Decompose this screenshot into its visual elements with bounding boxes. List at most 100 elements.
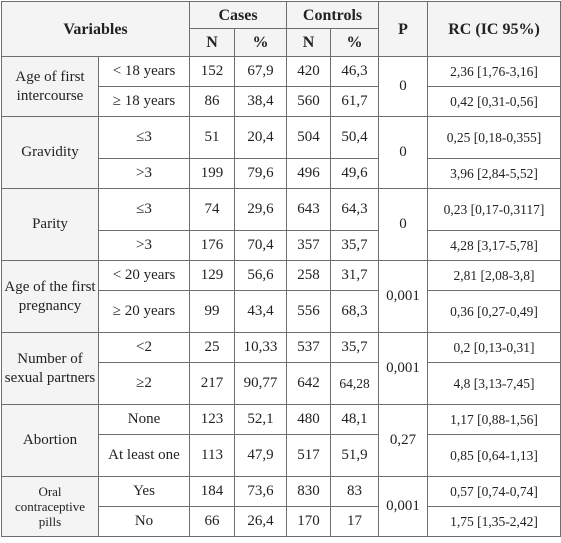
controls-n-cell: 556 [286, 290, 332, 333]
table-row: Parity ≤3 74 29,6 643 64,3 0 0,23 [0,17-… [1, 188, 561, 261]
cases-pct-cell: 70,4 [233, 230, 288, 261]
controls-pct-header: % [330, 28, 380, 57]
controls-n-cell: 517 [286, 434, 332, 477]
controls-n-cell: 830 [286, 476, 332, 507]
controls-pct-cell: 17 [330, 506, 380, 537]
controls-pct-cell: 51,9 [330, 434, 380, 477]
controls-n-cell: 496 [286, 158, 332, 189]
p-value-cell: 0,001 [378, 332, 429, 405]
level-cell: <2 [98, 332, 190, 363]
cases-pct-cell: 26,4 [233, 506, 288, 537]
p-value-cell: 0 [378, 116, 429, 189]
cases-n-cell: 86 [189, 86, 235, 117]
controls-n-cell: 357 [286, 230, 332, 261]
cases-n-cell: 113 [189, 434, 235, 477]
cases-pct-header: % [233, 28, 288, 57]
level-cell: < 18 years [98, 56, 190, 87]
p-value-cell: 0 [378, 56, 429, 117]
variable-label: Age of first intercourse [1, 56, 99, 117]
cases-pct-cell: 90,77 [233, 362, 288, 405]
controls-pct-cell: 31,7 [330, 260, 380, 291]
cases-n-cell: 25 [189, 332, 235, 363]
rc-cell: 0,2 [0,13-0,31] [427, 332, 561, 363]
level-cell: No [98, 506, 190, 537]
cases-pct-cell: 52,1 [233, 404, 288, 435]
table-row: At least one 113 47,9 517 51,9 0,85 [0,6… [2, 434, 561, 477]
cases-pct-cell: 56,6 [233, 260, 288, 291]
controls-n-cell: 642 [286, 362, 332, 405]
cases-pct-cell: 47,9 [233, 434, 288, 477]
cases-n-cell: 176 [189, 230, 235, 261]
table-row: ≥2 217 90,77 642 64,28 4,8 [3,13-7,45] [2, 362, 561, 405]
controls-pct-cell: 64,3 [330, 188, 380, 231]
cases-n-cell: 217 [189, 362, 235, 405]
cases-header: Cases [188, 1, 288, 29]
p-value-cell: 0 [378, 188, 429, 261]
controls-n-cell: 480 [286, 404, 332, 435]
controls-pct-cell: 68,3 [330, 290, 380, 333]
cases-pct-cell: 29,6 [233, 188, 288, 231]
cases-n-cell: 184 [189, 476, 235, 507]
rc-cell: 0,42 [0,31-0,56] [427, 86, 561, 117]
level-cell: ≥ 20 years [98, 290, 190, 333]
cases-n-header: N [189, 28, 235, 57]
variable-label: Age of the first pregnancy [1, 260, 99, 333]
cases-n-cell: 123 [189, 404, 235, 435]
variables-header: Variables [1, 1, 190, 57]
rc-cell: 4,8 [3,13-7,45] [427, 362, 561, 405]
table-row: No 66 26,4 170 17 1,75 [1,35-2,42] [2, 506, 561, 537]
controls-pct-cell: 61,7 [330, 86, 380, 117]
rc-cell: 1,75 [1,35-2,42] [427, 506, 561, 537]
level-cell: None [98, 404, 190, 435]
variable-label: Number of sexual partners [1, 332, 99, 405]
p-value-cell: 0,27 [378, 404, 429, 477]
rc-cell: 0,25 [0,18-0,355] [427, 116, 561, 159]
controls-pct-cell: 48,1 [330, 404, 380, 435]
controls-pct-cell: 35,7 [330, 230, 380, 261]
cases-pct-cell: 73,6 [233, 476, 288, 507]
p-header: P [378, 1, 429, 57]
level-cell: ≤3 [98, 188, 190, 231]
variable-label: Gravidity [1, 116, 99, 189]
controls-pct-cell: 50,4 [330, 116, 380, 159]
p-value-cell: 0,001 [378, 476, 429, 537]
table-row: Age of the first pregnancy < 20 years 12… [1, 260, 561, 333]
table-row: Gravidity ≤3 51 20,4 504 50,4 0 0,25 [0,… [1, 116, 561, 189]
cases-pct-cell: 79,6 [233, 158, 288, 189]
controls-n-cell: 643 [286, 188, 332, 231]
level-cell: Yes [98, 476, 190, 507]
level-cell: ≥ 18 years [98, 86, 190, 117]
controls-n-header: N [286, 28, 332, 57]
level-cell: >3 [98, 230, 190, 261]
controls-n-cell: 258 [286, 260, 332, 291]
table-row: Number of sexual partners <2 25 10,33 53… [1, 332, 561, 405]
table-row: >3 199 79,6 496 49,6 3,96 [2,84-5,52] [2, 158, 561, 189]
cases-pct-cell: 67,9 [233, 56, 288, 87]
rc-cell: 4,28 [3,17-5,78] [427, 230, 561, 261]
table-row: >3 176 70,4 357 35,7 4,28 [3,17-5,78] [2, 230, 561, 261]
table-row: Abortion None 123 52,1 480 48,1 0,27 1,1… [1, 404, 561, 477]
controls-pct-cell: 35,7 [330, 332, 380, 363]
level-cell: At least one [98, 434, 190, 477]
variable-label: Abortion [1, 404, 99, 477]
rc-cell: 0,23 [0,17-0,3117] [427, 188, 561, 231]
rc-cell: 2,81 [2,08-3,8] [427, 260, 561, 291]
variable-label: Oral contraceptive pills [1, 476, 99, 537]
variable-label: Parity [1, 188, 99, 261]
rc-cell: 0,57 [0,74-0,74] [427, 476, 561, 507]
cases-n-cell: 74 [189, 188, 235, 231]
cases-n-cell: 152 [189, 56, 235, 87]
rc-cell: 0,85 [0,64-1,13] [427, 434, 561, 477]
cases-pct-cell: 38,4 [233, 86, 288, 117]
table-row: ≥ 18 years 86 38,4 560 61,7 0,42 [0,31-0… [2, 86, 561, 117]
controls-pct-cell: 83 [330, 476, 380, 507]
controls-n-cell: 537 [286, 332, 332, 363]
cases-n-cell: 51 [189, 116, 235, 159]
rc-header: RC (IC 95%) [427, 1, 561, 57]
p-value-cell: 0,001 [378, 260, 429, 333]
level-cell: ≤3 [98, 116, 190, 159]
controls-pct-cell: 64,28 [330, 362, 380, 405]
cases-pct-cell: 20,4 [233, 116, 288, 159]
rc-cell: 1,17 [0,88-1,56] [427, 404, 561, 435]
